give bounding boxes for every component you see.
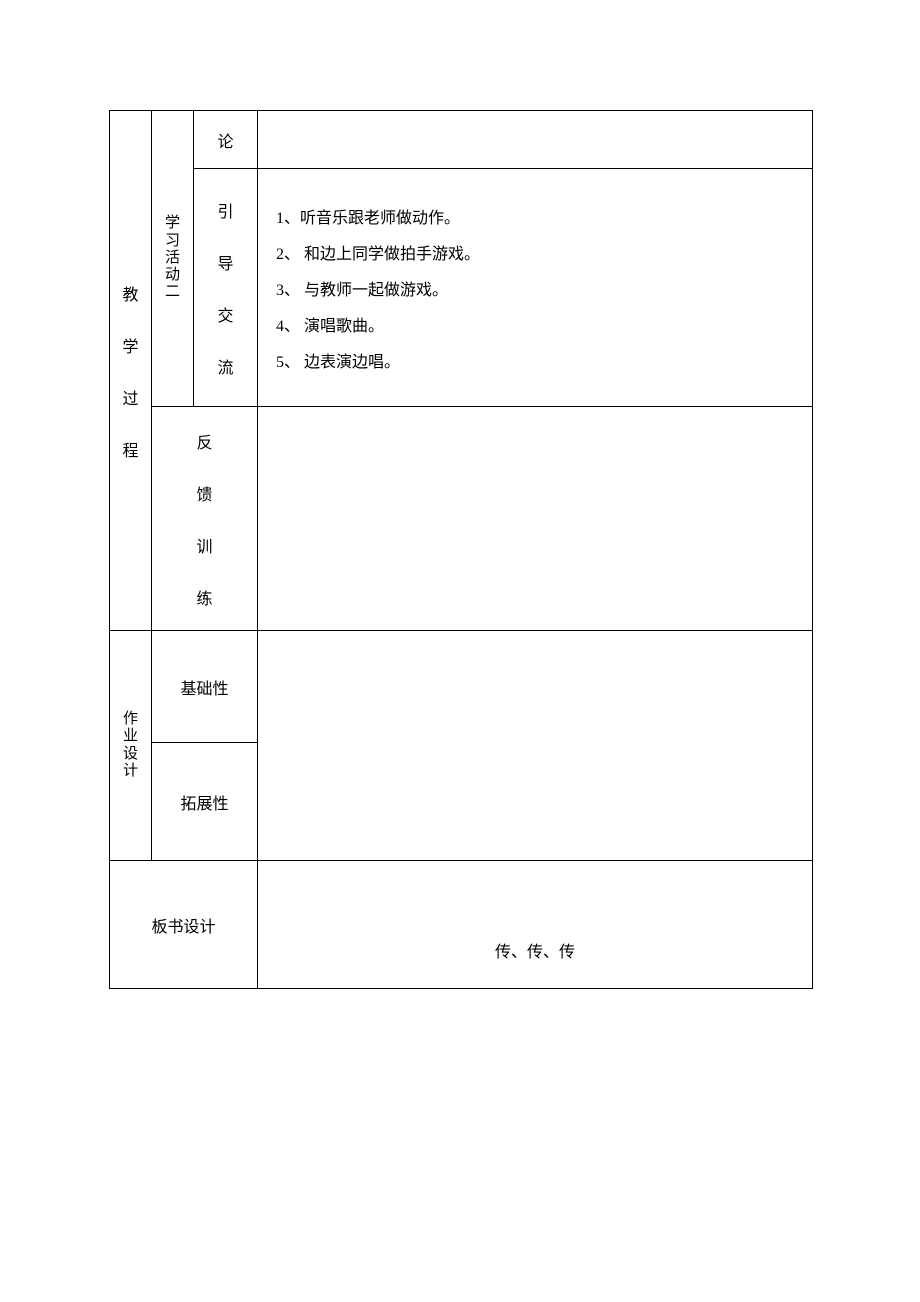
list-item: 5、 边表演边唱。 [276,348,794,372]
cell-banshu-content: 传、传、传 [258,861,813,989]
lesson-plan-table: 教 学 过 程 学习活动二 论 引 导 交 流 1、听音乐跟老师做动 [109,110,813,989]
page-root: 教 学 过 程 学习活动二 论 引 导 交 流 1、听音乐跟老师做动 [0,110,920,989]
cell-fankui-content [258,407,813,631]
char: 馈 [196,481,212,505]
label-fankui: 反 馈 训 练 [152,407,258,631]
list-item: 3、 与教师一起做游戏。 [276,276,794,300]
banshu-text: 传、传、传 [495,944,575,961]
banshu-label-text: 板书设计 [151,919,215,936]
row-jichuxing: 作业设计 基础性 [110,631,813,743]
list-item: 4、 演唱歌曲。 [276,312,794,336]
homework-design-text: 作业设计 [123,711,138,779]
label-yindao: 引 导 交 流 [194,169,258,407]
row-lun: 教 学 过 程 学习活动二 论 [110,111,813,169]
label-homework-design: 作业设计 [110,631,152,861]
label-banshu: 板书设计 [110,861,258,989]
cell-lun-content [258,111,813,169]
char: 引 [217,198,233,222]
jichuxing-text: 基础性 [180,681,228,698]
lun-text: 论 [217,134,233,151]
char: 导 [217,250,233,274]
list-item: 1、听音乐跟老师做动作。 [276,204,794,228]
activity-2-text: 学习活动二 [165,215,180,300]
row-banshu: 板书设计 传、传、传 [110,861,813,989]
char: 反 [196,429,212,453]
row-fankui: 反 馈 训 练 [110,407,813,631]
char: 流 [217,354,233,378]
label-tuozhanxing: 拓展性 [152,743,258,861]
char: 教 [122,281,138,305]
char: 学 [122,333,138,357]
tuozhanxing-text: 拓展性 [180,796,228,813]
label-jichuxing: 基础性 [152,631,258,743]
label-teaching-process: 教 学 过 程 [110,111,152,631]
cell-homework-content [258,631,813,861]
cell-yindao-content: 1、听音乐跟老师做动作。 2、 和边上同学做拍手游戏。 3、 与教师一起做游戏。… [258,169,813,407]
list-item: 2、 和边上同学做拍手游戏。 [276,240,794,264]
char: 交 [217,302,233,326]
row-yindao: 引 导 交 流 1、听音乐跟老师做动作。 2、 和边上同学做拍手游戏。 3、 与… [110,169,813,407]
char: 训 [196,533,212,557]
char: 练 [196,585,212,609]
char: 过 [122,385,138,409]
label-activity-2: 学习活动二 [152,111,194,407]
char: 程 [122,437,138,461]
label-lun: 论 [194,111,258,169]
